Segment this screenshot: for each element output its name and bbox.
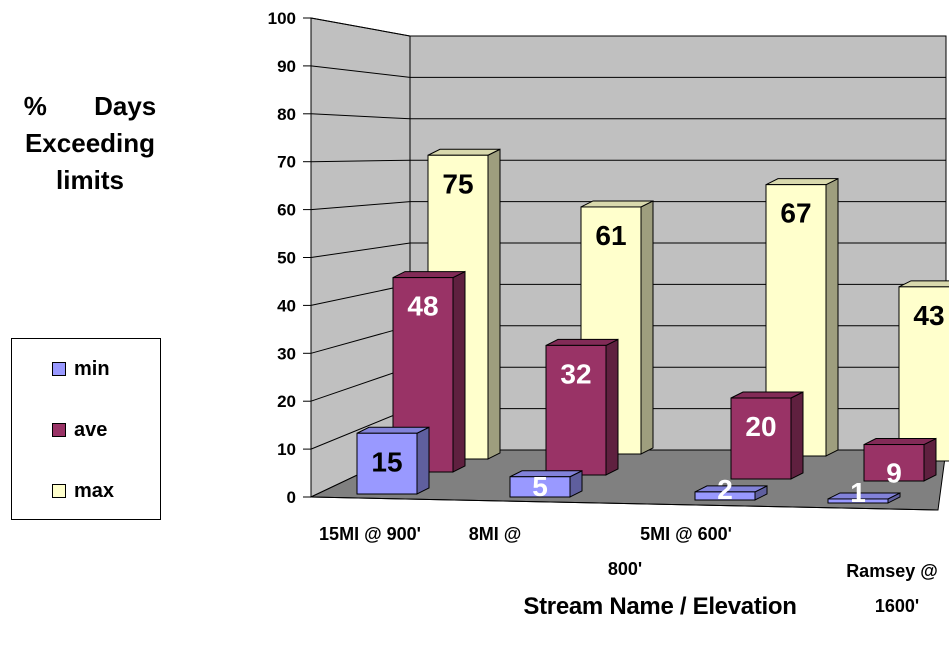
data-label-max: 67 — [780, 198, 811, 229]
y-tick-label: 0 — [287, 488, 296, 507]
y-tick-label: 100 — [268, 9, 296, 28]
data-label-min: 5 — [532, 471, 548, 502]
bar-top — [765, 178, 839, 186]
data-label-ave: 32 — [560, 358, 591, 389]
data-label-min: 1 — [850, 477, 866, 508]
data-label-min: 2 — [717, 474, 733, 505]
bar-ave — [730, 391, 804, 480]
legend-swatch-min — [52, 362, 66, 376]
x-axis-title: Stream Name / Elevation — [523, 593, 797, 620]
data-label-min: 15 — [371, 446, 402, 477]
data-label-ave: 9 — [886, 458, 902, 489]
bar-side — [605, 338, 619, 476]
bar-min — [509, 469, 583, 498]
bar-side — [487, 148, 501, 460]
x-tick-label: 800' — [608, 559, 642, 579]
legend-swatch-max — [52, 484, 66, 498]
y-axis-title: % Days Exceeding limits — [0, 88, 180, 199]
x-tick-label: 1600' — [875, 596, 919, 616]
bar-ave — [545, 338, 619, 476]
bar-max — [898, 280, 949, 462]
bar-top — [863, 438, 937, 446]
data-label-max: 43 — [913, 300, 944, 331]
bar-front — [730, 397, 792, 480]
bar-top — [392, 271, 466, 279]
y-tick-label: 20 — [277, 392, 296, 411]
y-tick-label: 70 — [277, 153, 296, 172]
bar-side — [825, 177, 839, 457]
bar-min — [827, 492, 901, 504]
x-axis-line — [310, 496, 939, 511]
legend-item-ave: ave — [52, 418, 107, 442]
bar-front — [863, 444, 925, 482]
bar-side — [416, 426, 430, 495]
bar-side — [790, 391, 804, 480]
gridline-side — [310, 159, 411, 163]
bar-front — [545, 344, 607, 476]
y-tick-label: 10 — [277, 440, 296, 459]
gridline-side — [310, 113, 411, 120]
legend-label-max: max — [74, 479, 115, 502]
bar-top — [356, 426, 430, 434]
bar-top — [545, 338, 619, 346]
y-tick-label: 80 — [277, 105, 296, 124]
bar-side — [640, 200, 654, 455]
bar-front — [694, 491, 756, 501]
bar-front — [356, 432, 418, 495]
data-label-max: 61 — [595, 220, 626, 251]
x-tick-label: 8MI @ — [469, 524, 522, 544]
y-axis-title-line-1: % Days — [23, 91, 157, 121]
x-tick-label: Ramsey @ — [846, 561, 938, 581]
y-tick-label: 50 — [277, 249, 296, 268]
y-axis-title-line-2: Exceeding — [24, 128, 156, 158]
gridline-side — [310, 17, 411, 37]
legend-item-max: max — [52, 479, 114, 503]
data-label-ave: 48 — [407, 291, 438, 322]
legend-label-min: min — [74, 357, 110, 380]
bar-top — [427, 148, 501, 156]
bar-top — [580, 200, 654, 208]
bar-ave — [863, 437, 937, 482]
bar-side — [452, 270, 466, 473]
bar-top — [730, 391, 804, 399]
bar-min — [356, 426, 430, 495]
y-tick-label: 30 — [277, 344, 296, 363]
x-tick-label: 5MI @ 600' — [640, 524, 732, 544]
data-label-max: 75 — [442, 168, 473, 199]
y-tick-label: 90 — [277, 57, 296, 76]
y-tick-label: 40 — [277, 296, 296, 315]
y-axis-title-line-3: limits — [56, 165, 124, 195]
gridline-side — [310, 201, 411, 211]
x-tick-label: 15MI @ 900' — [319, 524, 421, 544]
bar-side — [923, 437, 937, 482]
gridline-side — [310, 242, 411, 258]
legend: min ave max — [11, 338, 161, 520]
gridline-side — [310, 65, 411, 78]
bar-front — [827, 498, 889, 504]
bar-min — [694, 485, 768, 501]
bar-front — [509, 476, 571, 498]
y-tick-label: 60 — [277, 201, 296, 220]
legend-item-min: min — [52, 357, 110, 381]
legend-swatch-ave — [52, 423, 66, 437]
legend-label-ave: ave — [74, 418, 108, 441]
data-label-ave: 20 — [745, 411, 776, 442]
